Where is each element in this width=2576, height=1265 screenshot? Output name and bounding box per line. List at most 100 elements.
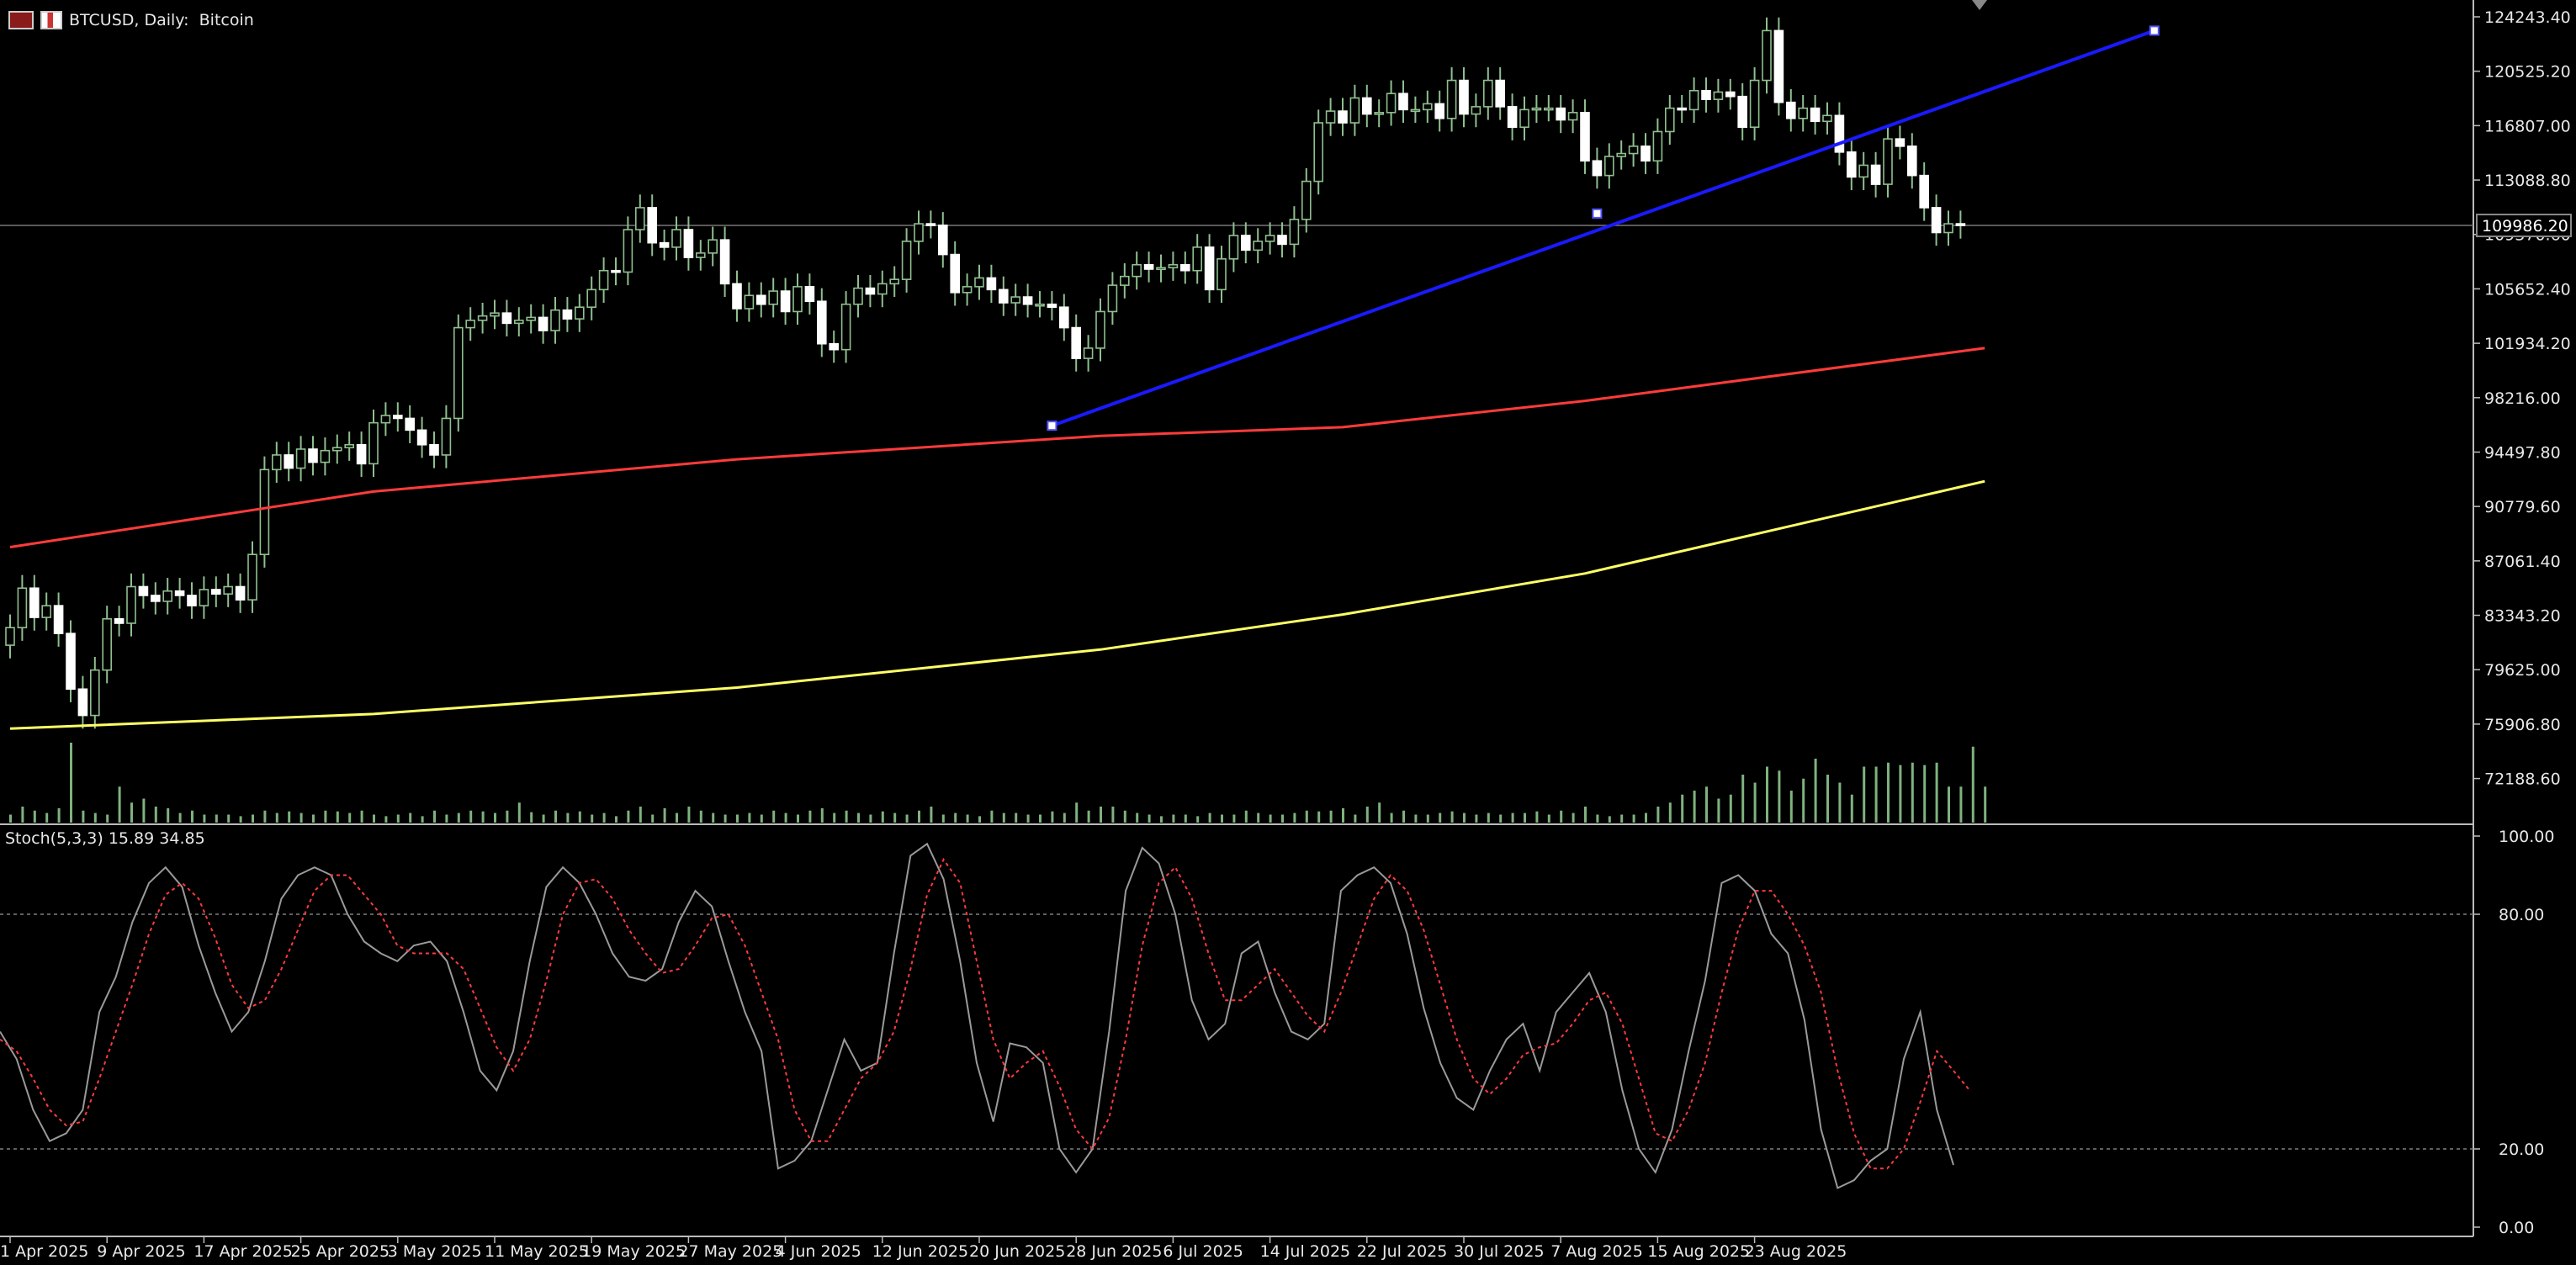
volume-bar [1063, 812, 1066, 823]
time-tick-label: 6 Jul 2025 [1163, 1242, 1243, 1261]
candle-body [1168, 263, 1179, 269]
volume-bar [881, 811, 884, 823]
candle-body [1931, 207, 1942, 234]
volume-bar [1524, 812, 1526, 823]
candle-body [1071, 326, 1081, 359]
price-tick-label: 75906.80 [2484, 716, 2561, 734]
grid-icon[interactable] [8, 11, 34, 29]
volume-bar [433, 810, 436, 823]
volume-bar [857, 812, 860, 823]
candle-body [380, 415, 391, 424]
candle-body [744, 294, 755, 310]
time-tick-label: 30 Jul 2025 [1454, 1242, 1545, 1261]
volume-bar [1608, 816, 1611, 823]
candle-body [732, 283, 742, 310]
candle-body [1459, 79, 1469, 115]
candle-body [1241, 235, 1251, 251]
volume-bar [1645, 812, 1647, 823]
volume-bar [154, 807, 157, 823]
volume-bar [1838, 782, 1842, 823]
candle-body [1264, 235, 1275, 242]
candle-body [1277, 235, 1287, 246]
candle-body [1471, 106, 1481, 115]
candle-body [114, 617, 125, 624]
stoch-tick-label: 100.00 [2499, 828, 2554, 846]
volume-bar [893, 812, 897, 823]
volume-bar [1887, 762, 1890, 823]
volume-bar [1935, 762, 1938, 823]
volume-bar [360, 810, 363, 823]
time-tick-label: 11 May 2025 [485, 1242, 589, 1261]
price-tick-label: 113088.80 [2484, 172, 2571, 190]
candle-body [938, 224, 948, 256]
candle-body [1107, 284, 1118, 313]
stoch-tick-label: 20.00 [2499, 1141, 2544, 1159]
volume-bar [1572, 812, 1575, 823]
candle-body [634, 207, 645, 230]
candle-body [708, 239, 718, 254]
candle-body [647, 207, 658, 244]
moving-average-slow [9, 479, 1985, 730]
candle-body [1749, 79, 1760, 129]
volume-bar [1281, 814, 1284, 823]
candle-body [1556, 107, 1566, 121]
candle-body [1822, 114, 1832, 123]
volume-bar [1693, 791, 1696, 823]
volume-bar [1439, 812, 1442, 823]
candle-body [550, 309, 560, 331]
volume-bar [748, 812, 751, 823]
volume-bar [1026, 814, 1030, 823]
candle-body [259, 468, 270, 556]
candle-body [865, 287, 876, 295]
volume-bar [954, 812, 957, 823]
candle-body [344, 443, 355, 449]
volume-bar [760, 814, 763, 823]
candle-body [1725, 91, 1736, 98]
volume-bar [167, 807, 170, 823]
volume-bar [1729, 794, 1732, 823]
moving-averages [9, 347, 1985, 730]
volume-bar [542, 814, 545, 823]
volume-bar [1136, 812, 1139, 823]
volume-bar [1111, 807, 1115, 823]
volume-bar [1584, 807, 1587, 823]
candle-body [1737, 95, 1747, 129]
time-tick-label: 4 Jun 2025 [776, 1242, 861, 1261]
volume-bar [978, 816, 981, 823]
candle-body [416, 429, 427, 446]
volume-bar [1390, 812, 1393, 823]
volume-bar [1269, 814, 1272, 823]
volume-bar [1717, 798, 1720, 823]
candle-body [1132, 263, 1142, 278]
volume-bar [1959, 786, 1963, 823]
volume-bar [966, 814, 969, 823]
volume-bar [1984, 786, 1987, 823]
volume-bar [9, 814, 12, 823]
trendline-handle [1592, 208, 1603, 219]
time-tick-label: 1 Apr 2025 [0, 1242, 88, 1261]
candlestick-icon[interactable] [40, 11, 62, 29]
candle-body [1047, 303, 1057, 309]
candle-body [671, 229, 681, 248]
price-tick-label: 98216.00 [2484, 389, 2561, 408]
time-tick-label: 27 May 2025 [678, 1242, 782, 1261]
volume-bar [1221, 814, 1223, 823]
candle-body [1773, 29, 1784, 103]
volume-bar [1257, 812, 1260, 823]
volume-bar [1002, 812, 1005, 823]
time-tick-label: 17 Apr 2025 [193, 1242, 292, 1261]
candle-body [840, 303, 851, 351]
candle-body [914, 223, 924, 242]
volume-bar [288, 811, 291, 823]
trendline[interactable] [1047, 0, 2160, 431]
volume-bar [1354, 814, 1357, 823]
candle-body [816, 300, 827, 345]
volume-bar [530, 812, 533, 823]
candle-body [29, 587, 40, 618]
volume-bar [1802, 778, 1805, 823]
volume-bar [1075, 802, 1079, 823]
volume-bar [215, 814, 218, 823]
candle-body [41, 605, 52, 618]
candle-body [1580, 112, 1590, 162]
